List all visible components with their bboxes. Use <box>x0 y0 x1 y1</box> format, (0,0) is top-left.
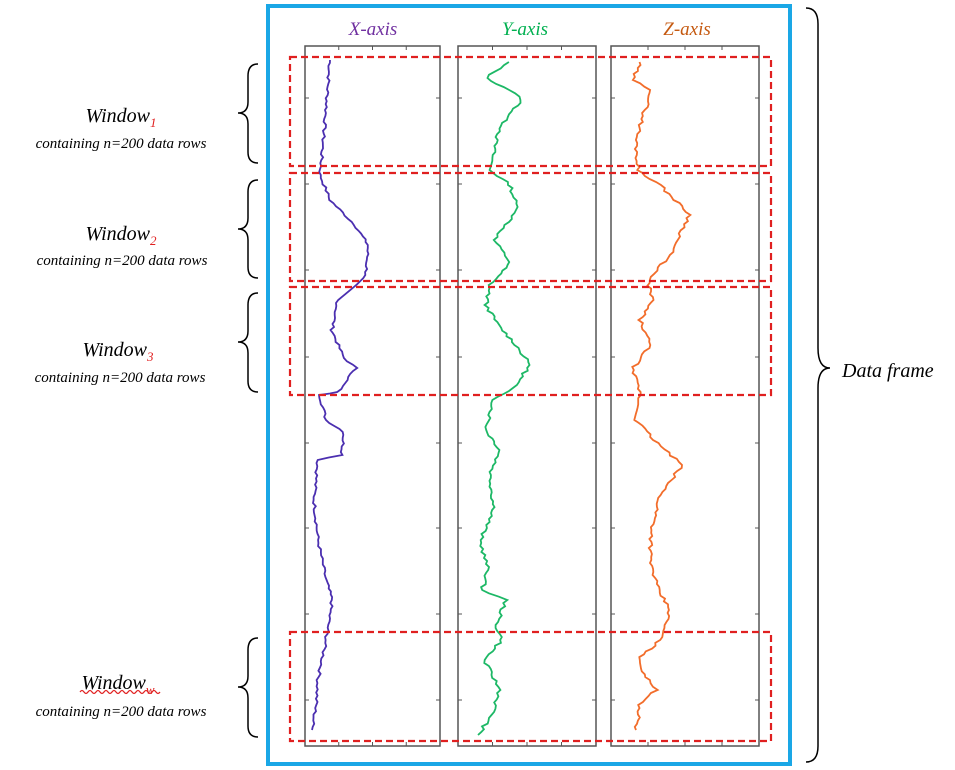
window-subscript: 1 <box>150 115 157 130</box>
data-frame-border <box>266 4 792 766</box>
window-brace-2 <box>237 179 259 279</box>
data-frame-label: Data frame <box>841 360 934 382</box>
window-description: containing n=200 data rows <box>36 704 207 720</box>
axis-title-x: X-axis <box>348 19 398 40</box>
window-label-w: Windoww containing n=200 data rows <box>36 672 207 720</box>
window-description: containing n=200 data rows <box>37 253 208 269</box>
svg-text:Window2: Window2 <box>86 223 157 248</box>
window-name: Window <box>86 105 151 127</box>
window-name: Window <box>86 223 151 245</box>
window-box-w <box>288 630 773 743</box>
window-subscript: w <box>146 682 155 697</box>
window-subscript: 2 <box>150 233 157 248</box>
x-axis-signal-trace <box>311 59 370 731</box>
window-brace-3 <box>237 292 259 393</box>
svg-text:Window1: Window1 <box>86 105 157 130</box>
panel-ticks <box>305 46 759 746</box>
window-box-2 <box>288 171 773 283</box>
window-label-3: Window3 containing n=200 data rows <box>35 339 206 386</box>
window-name: Window <box>83 339 148 361</box>
axis-title-z: Z-axis <box>663 19 711 40</box>
window-box-3 <box>288 285 773 397</box>
window-label-1: Window1 containing n=200 data rows <box>36 105 207 152</box>
spellcheck-underline <box>79 689 161 695</box>
svg-text:Windoww: Windoww <box>81 672 154 697</box>
window-description: containing n=200 data rows <box>35 370 206 386</box>
data-frame-brace <box>805 7 831 763</box>
y-axis-signal-trace <box>477 61 531 736</box>
svg-text:Window3: Window3 <box>83 339 154 364</box>
window-brace-w <box>237 637 259 738</box>
window-description: containing n=200 data rows <box>36 136 207 152</box>
window-box-1 <box>288 55 773 168</box>
window-brace-1 <box>237 63 259 164</box>
window-name: Window <box>81 672 146 694</box>
axis-title-y: Y-axis <box>502 19 548 40</box>
window-subscript: 3 <box>146 349 154 364</box>
window-label-2: Window2 containing n=200 data rows <box>37 223 208 269</box>
